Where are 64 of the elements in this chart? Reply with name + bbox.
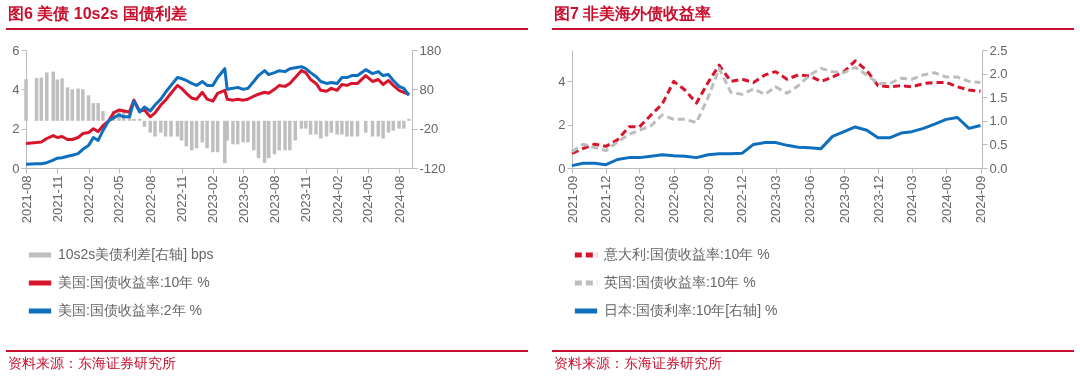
y2-tick-label: -20 [419,121,439,137]
x-tick-label: 2022-03 [631,175,647,224]
x-tick-label: 2021-12 [598,175,614,224]
y2-tick-label: 0.0 [989,160,1008,176]
chart-title: 图7 非美海外债收益率 [552,0,1074,30]
x-tick-label: 2022-11 [174,175,190,223]
x-tick-label: 2023-08 [266,175,282,224]
x-tick-label: 2022-06 [666,175,682,224]
bar [381,120,385,139]
y2-tick-label: -120 [419,160,446,176]
bar [45,72,49,121]
x-tick-label: 2022-12 [734,175,750,224]
y-tick-label: 2 [558,117,566,133]
y-tick-label: 0 [558,160,566,176]
x-tick-label: 2022-08 [142,175,158,224]
text: 资料来源：东海证券研究所 [6,350,528,373]
legend-label: 美国:国债收益率:10年 % [58,274,210,290]
bar [159,120,163,133]
x-tick-label: 2023-12 [870,175,886,224]
bar [205,120,209,149]
x-tick-label: 2024-05 [360,175,376,224]
x-tick-label: 2023-05 [235,175,251,224]
x-tick-label: 2021-09 [564,175,580,224]
x-tick-label: 2021-08 [18,175,34,224]
legend-label: 美国:国债收益率:2年 % [58,302,202,318]
legend-label: 意大利:国债收益率:10年 % [603,246,770,262]
bar [277,120,281,151]
legend-label: 10s2s美债利差[右轴] bps [58,246,214,262]
x-tick-label: 2024-06 [938,175,954,224]
x-tick-label: 2023-09 [836,175,852,224]
bar [51,71,55,121]
y2-tick-label: 1.0 [989,113,1008,129]
y2-tick-label: 2.0 [989,66,1008,82]
bar [169,120,173,137]
y2-tick-label: 2.5 [989,42,1008,58]
x-tick-label: 2024-09 [973,175,989,224]
x-tick-label: 2022-09 [700,175,716,224]
bar [190,120,194,151]
chart-title: 图6 美债 10s2s 国债利差 [6,0,528,30]
legend-label: 日本:国债利率:10年[右轴] % [604,302,778,318]
x-tick-label: 2023-03 [768,175,784,224]
x-tick-label: 2023-06 [802,175,818,224]
y2-tick-label: 0.5 [989,136,1008,152]
y-tick-label: 4 [12,81,20,97]
x-tick-label: 2024-08 [391,175,407,224]
x-tick-label: 2023-11 [298,175,314,223]
text: 资料来源：东海证券研究所 [552,350,1074,373]
legend-label: 英国:国债收益率:10年 % [604,274,756,290]
x-tick-label: 2024-03 [904,175,920,224]
x-tick-label: 2023-02 [205,175,221,224]
y-tick-label: 4 [558,73,566,89]
x-tick-label: 2022-05 [111,175,127,224]
x-tick-label: 2022-02 [81,175,97,224]
y2-tick-label: 80 [419,81,434,97]
y-tick-label: 6 [12,42,20,58]
x-tick-label: 2021-11 [49,175,65,223]
bar [231,120,235,145]
bar [60,78,64,121]
x-tick-label: 2024-02 [329,175,345,224]
y2-tick-label: 180 [419,42,442,58]
bar [211,120,215,153]
y-tick-label: 2 [12,121,20,137]
y2-tick-label: 1.5 [989,89,1008,105]
y-tick-label: 0 [12,160,20,176]
